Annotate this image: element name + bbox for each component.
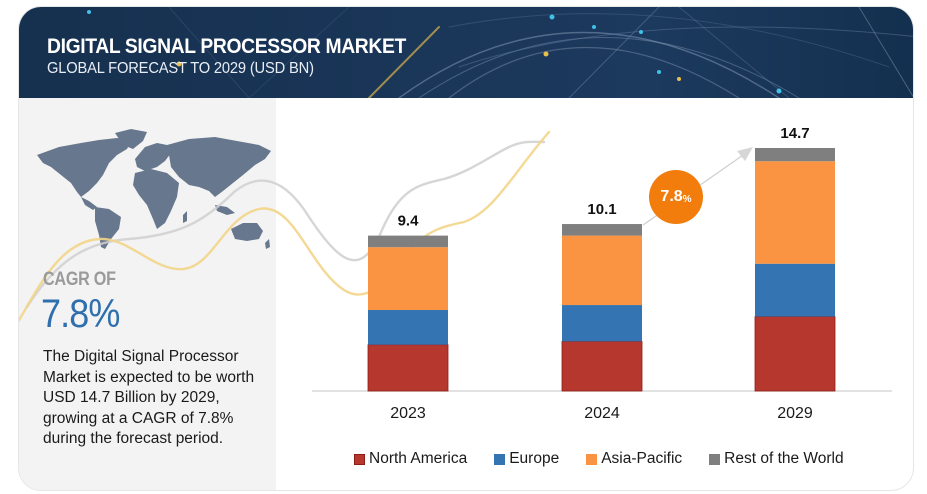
bar-segment-asia-pacific-2029 [755, 161, 835, 264]
x-tick-label-2024: 2024 [584, 405, 620, 422]
page-subtitle: GLOBAL FORECAST TO 2029 (USD BN) [47, 60, 314, 77]
growth-arrow-head [737, 147, 753, 161]
legend-label: Europe [509, 450, 560, 467]
market-description: The Digital Signal Processor Market is e… [43, 348, 255, 447]
page-title: DIGITAL SIGNAL PROCESSOR MARKET [47, 35, 406, 58]
cagr-value: 7.8% [41, 292, 120, 336]
cagr-label: CAGR OF [43, 269, 116, 290]
x-tick-label-2029: 2029 [777, 405, 813, 422]
cagr-bubble-value: 7.8 [660, 188, 683, 205]
bar-segment-rest-of-the-world-2029 [755, 148, 835, 162]
fiber-optic-background [87, 7, 913, 98]
legend-label: Rest of the World [724, 450, 844, 467]
legend-swatch-europe [494, 453, 506, 465]
legend-swatch-asia-pacific [586, 453, 598, 465]
total-label-2023: 9.4 [398, 213, 420, 230]
cagr-bubble: 7.8% [649, 170, 703, 224]
cagr-bubble-unit: % [682, 193, 692, 205]
header-banner: DIGITAL SIGNAL PROCESSOR MARKET GLOBAL F… [19, 7, 913, 98]
bar-segment-asia-pacific-2023 [368, 247, 448, 310]
legend-item-europe[interactable]: Europe [494, 450, 559, 468]
stacked-bar-chart: 9.4 2023 10.1 2024 14.7 2029 [312, 125, 892, 422]
infographic-card: DIGITAL SIGNAL PROCESSOR MARKET GLOBAL F… [19, 7, 913, 490]
legend-item-rest-of-the-world[interactable]: Rest of the World [709, 450, 844, 468]
bar-segment-asia-pacific-2024 [562, 235, 642, 306]
bar-segment-europe-2029 [755, 263, 835, 317]
legend-swatch-rest-of-the-world [709, 453, 721, 465]
legend-swatch-north-america [354, 453, 365, 465]
total-label-2029: 14.7 [780, 125, 809, 142]
legend-item-north-america[interactable]: North America [354, 450, 467, 468]
legend-label: North America [369, 450, 468, 467]
bar-segment-north-america-2024 [561, 341, 643, 392]
bar-segment-rest-of-the-world-2023 [368, 235, 448, 248]
legend-item-asia-pacific[interactable]: Asia-Pacific [586, 450, 682, 468]
legend-label: Asia-Pacific [601, 450, 683, 467]
chart-legend: North America Europe Asia-Pacific Rest o… [354, 449, 871, 469]
bar-segment-europe-2023 [368, 310, 448, 345]
bar-segment-north-america-2023 [367, 344, 449, 392]
total-label-2024: 10.1 [587, 201, 616, 218]
bar-segment-rest-of-the-world-2024 [562, 224, 642, 236]
bar-segment-europe-2024 [562, 305, 642, 342]
bar-segment-north-america-2029 [754, 316, 836, 392]
x-tick-label-2023: 2023 [390, 405, 426, 422]
